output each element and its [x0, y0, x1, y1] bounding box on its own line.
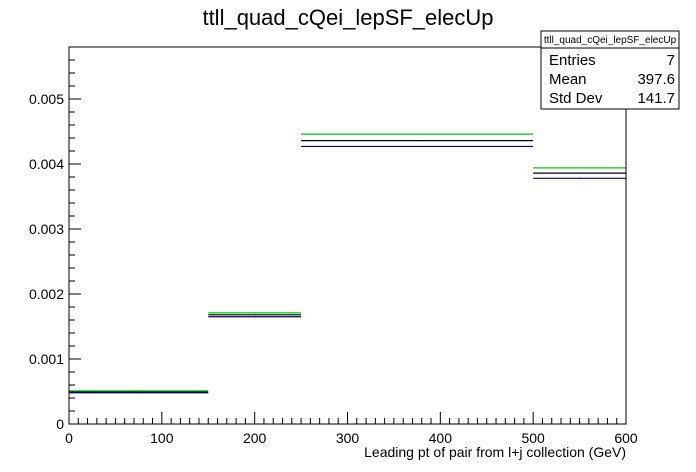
stats-stddev-label: Std Dev: [549, 90, 603, 107]
y-tick-label: 0.003: [29, 221, 64, 237]
chart-title: ttll_quad_cQei_lepSF_elecUp: [202, 5, 493, 30]
stats-box-frame: [540, 30, 680, 110]
stats-box-title: ttll_quad_cQei_lepSF_elecUp: [544, 35, 677, 46]
x-tick-label: 200: [243, 430, 267, 446]
stats-stddev-value: 141.7: [637, 90, 675, 107]
y-tick-label: 0.005: [29, 91, 64, 107]
x-axis-title: Leading pt of pair from l+j collection (…: [364, 444, 626, 460]
stats-mean-label: Mean: [549, 71, 587, 88]
axes-layer: 0 100 200 300 400 500 600 0 0.001 0.002 0.003 0.004…: [29, 46, 638, 446]
series-0: [69, 133, 626, 392]
stats-entries-label: Entries: [549, 52, 596, 69]
stats-entries-value: 7: [667, 52, 675, 69]
stats-box: ttll_quad_cQei_lepSF_elecUp Entries 7 Me…: [540, 30, 680, 110]
y-tick-label: 0: [56, 416, 64, 432]
x-tick-label: 400: [429, 430, 453, 446]
y-tick-label: 0.002: [29, 286, 64, 302]
y-tick-label: 0.004: [29, 156, 64, 172]
y-tick-label: 0.001: [29, 351, 64, 367]
x-tick-label: 600: [614, 430, 638, 446]
stats-mean-value: 397.6: [637, 71, 675, 88]
x-tick-label: 300: [336, 430, 360, 446]
series-2: [69, 145, 626, 394]
x-tick-label: 100: [150, 430, 174, 446]
series-layer: [69, 133, 626, 394]
x-tick-label: 0: [65, 430, 73, 446]
x-tick-label: 500: [521, 430, 545, 446]
series-1: [69, 140, 626, 393]
